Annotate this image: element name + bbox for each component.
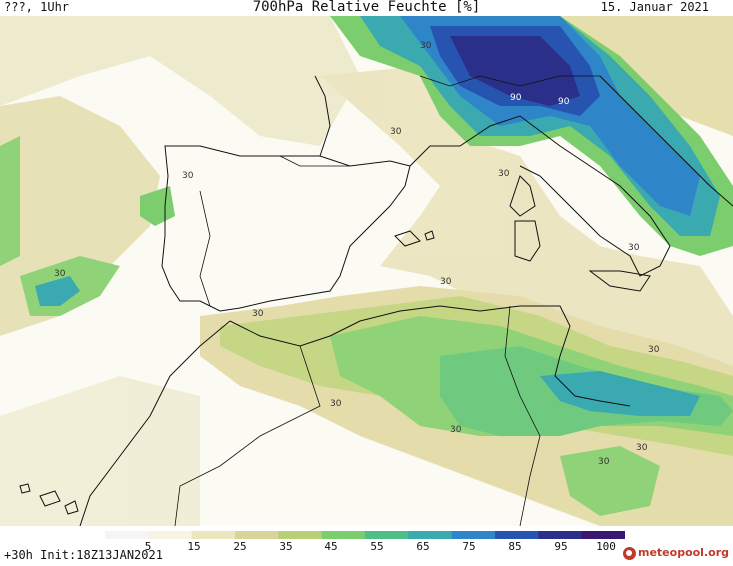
contour-label: 30: [420, 41, 432, 51]
header: ???, 1Uhr 700hPa Relative Feuchte [%] 15…: [0, 0, 733, 18]
scale-tick: 95: [554, 540, 568, 553]
scale-segment: [278, 531, 323, 539]
contour-label: 30: [390, 127, 402, 137]
contour-label: 30: [498, 169, 510, 179]
color-scale-bar: [105, 531, 625, 539]
contour-label: 30: [330, 399, 342, 409]
contour-label: 90: [510, 93, 522, 103]
scale-tick: 85: [508, 540, 522, 553]
contour-label: 30: [182, 171, 194, 181]
valid-date: 15. Januar 2021: [600, 0, 709, 14]
scale-tick: 35: [279, 540, 293, 553]
contour-label: 30: [648, 345, 660, 355]
contour-label: 30: [598, 457, 610, 467]
scale-tick: 65: [416, 540, 430, 553]
scale-segment: [495, 531, 539, 539]
contour-label: 30: [252, 309, 264, 319]
scale-segment: [191, 531, 236, 539]
logo-mark-icon: [623, 546, 636, 560]
contour-label: 30: [450, 425, 462, 435]
scale-segment: [105, 531, 149, 539]
scale-tick: 55: [370, 540, 384, 553]
scale-tick: 75: [462, 540, 476, 553]
scale-tick: 25: [233, 540, 247, 553]
map-title: 700hPa Relative Feuchte [%]: [252, 0, 481, 15]
scale-segment: [148, 531, 193, 539]
scale-tick: 15: [187, 540, 201, 553]
coastlines: [19, 75, 733, 526]
scale-segment: [321, 531, 366, 539]
meteopool-logo[interactable]: meteopool.org: [623, 546, 729, 564]
contour-labels: 30 30 90 90 30 30 30 30 30 30 30 30 30 3…: [54, 41, 660, 467]
scale-tick: 5: [144, 540, 152, 553]
humidity-map: 30 30 90 90 30 30 30 30 30 30 30 30 30 3…: [0, 16, 733, 526]
scale-tick: 100: [596, 540, 616, 553]
contour-label: 30: [54, 269, 66, 279]
contour-label: 30: [636, 443, 648, 453]
scale-segment: [538, 531, 583, 539]
run-time-label: ???, 1Uhr: [4, 0, 70, 14]
init-time-label: +30h Init:18Z13JAN2021: [4, 548, 163, 562]
scale-tick: 45: [324, 540, 338, 553]
contour-label: 30: [440, 277, 452, 287]
scale-segment: [365, 531, 409, 539]
scale-segment: [581, 531, 625, 539]
scale-segment: [451, 531, 496, 539]
color-scale-ticks: 5 15 25 35 45 55 65 75 85 95 100: [0, 540, 733, 554]
contour-label: 30: [628, 243, 640, 253]
humidity-field-high: [330, 16, 733, 256]
logo-text: meteopool.org: [638, 546, 729, 559]
scale-segment: [235, 531, 279, 539]
scale-segment: [408, 531, 453, 539]
contour-label: 90: [558, 97, 570, 107]
humidity-field-mid: [0, 136, 733, 516]
